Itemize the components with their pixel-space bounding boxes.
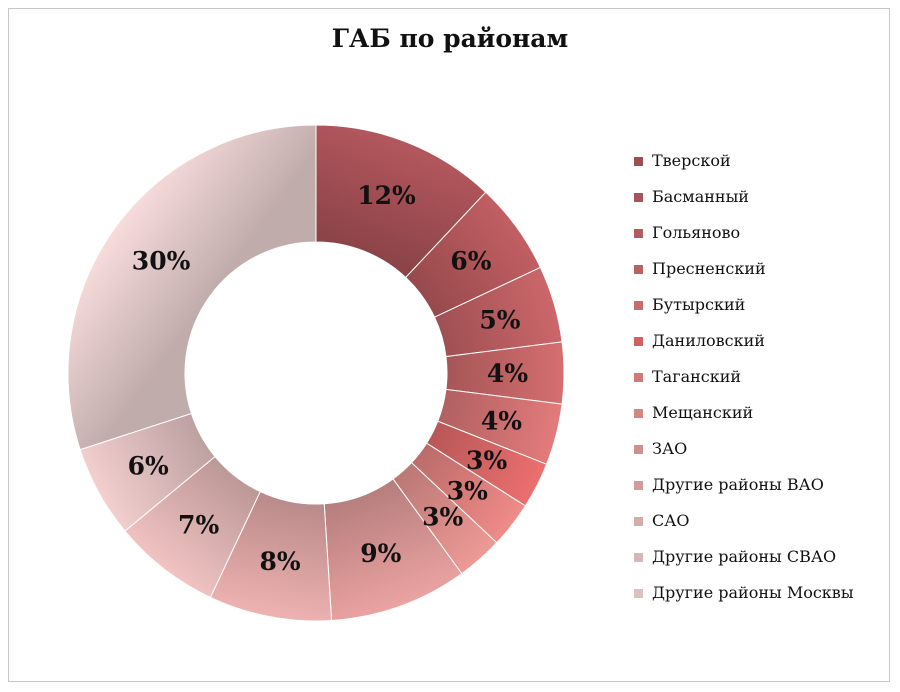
legend-swatch <box>634 588 643 598</box>
legend-label: Другие районы Москвы <box>652 583 854 602</box>
legend-item: Другие районы ВАО <box>634 467 894 503</box>
slice-label-9: 9% <box>360 539 401 568</box>
legend-item: Таганский <box>634 359 894 395</box>
donut-slice-13 <box>67 124 317 451</box>
slice-label-10: 8% <box>260 547 301 576</box>
legend-label: Гольяново <box>652 223 741 242</box>
slice-label-8: 3% <box>422 503 463 532</box>
legend-swatch <box>634 192 643 202</box>
legend-label: Другие районы ВАО <box>652 475 824 494</box>
legend-item: Басманный <box>634 179 894 215</box>
slice-label-3: 5% <box>479 306 520 335</box>
legend: Тверской Басманный Гольяново Пресненский Бут… <box>634 143 894 611</box>
legend-label: ЗАО <box>652 439 688 458</box>
legend-swatch <box>634 552 643 562</box>
chart-title: ГАБ по районам <box>331 24 569 53</box>
legend-swatch <box>634 300 643 310</box>
legend-label: Тверской <box>652 151 731 170</box>
legend-label: Даниловский <box>652 331 765 350</box>
legend-label: Мещанский <box>652 403 754 422</box>
legend-label: Таганский <box>652 367 742 386</box>
slice-label-13: 30% <box>132 246 191 275</box>
legend-item: САО <box>634 503 894 539</box>
legend-label: САО <box>652 511 690 530</box>
legend-swatch <box>634 408 643 418</box>
legend-swatch <box>634 444 643 454</box>
legend-swatch <box>634 516 643 526</box>
legend-item: Мещанский <box>634 395 894 431</box>
legend-swatch <box>634 336 643 346</box>
legend-label: Пресненский <box>652 259 766 278</box>
slice-label-6: 3% <box>466 446 507 475</box>
legend-item: Бутырский <box>634 287 894 323</box>
legend-swatch <box>634 372 643 382</box>
legend-swatch <box>634 228 643 238</box>
legend-item: Гольяново <box>634 215 894 251</box>
legend-label: Басманный <box>652 187 749 206</box>
legend-item: Другие районы СВАО <box>634 539 894 575</box>
legend-item: ЗАО <box>634 431 894 467</box>
slice-label-5: 4% <box>481 407 522 436</box>
slice-label-12: 6% <box>128 451 169 480</box>
legend-item: Другие районы Москвы <box>634 575 894 611</box>
slice-label-4: 4% <box>487 359 528 388</box>
slice-label-7: 3% <box>447 476 488 505</box>
slice-label-1: 12% <box>357 181 416 210</box>
legend-item: Тверской <box>634 143 894 179</box>
legend-swatch <box>634 480 643 490</box>
legend-item: Даниловский <box>634 323 894 359</box>
legend-label: Другие районы СВАО <box>652 547 837 566</box>
legend-swatch <box>634 156 643 166</box>
legend-swatch <box>634 264 643 274</box>
slice-label-2: 6% <box>450 246 491 275</box>
slice-label-11: 7% <box>178 510 219 539</box>
legend-item: Пресненский <box>634 251 894 287</box>
legend-label: Бутырский <box>652 295 746 314</box>
